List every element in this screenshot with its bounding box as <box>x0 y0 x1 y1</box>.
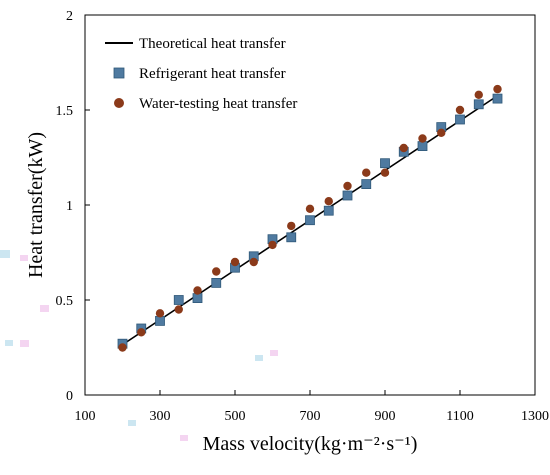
y-tick-label: 0 <box>66 389 73 404</box>
refrigerant-point <box>305 215 315 226</box>
water-testing-point <box>287 221 296 231</box>
water-testing-point <box>155 309 165 318</box>
refrigerant-point <box>286 232 297 243</box>
x-axis: 100 300 500 700 900 1100 1300 <box>75 390 549 424</box>
x-axis-title: Mass velocity(kg·m⁻²·s⁻¹) <box>203 433 418 455</box>
water-testing-point <box>343 181 352 191</box>
artifact-mark <box>270 350 278 356</box>
water-testing-point <box>474 90 483 100</box>
x-tick-label: 500 <box>225 409 246 424</box>
refrigerant-point <box>380 158 390 169</box>
artifact-mark <box>180 435 188 441</box>
water-testing-point <box>399 143 408 153</box>
legend: Theoretical heat transfer Refrigerant he… <box>105 36 297 112</box>
refrigerant-point <box>192 293 203 304</box>
water-testing-point <box>249 257 258 267</box>
water-testing-point <box>437 128 446 137</box>
refrigerant-point <box>155 315 165 326</box>
water-testing-point <box>268 240 277 250</box>
water-testing-point <box>118 343 127 352</box>
x-tick-label: 700 <box>300 409 321 424</box>
legend-label-refrigerant: Refrigerant heat transfer <box>139 66 286 82</box>
refrigerant-point <box>211 277 222 288</box>
series-layer <box>117 84 503 352</box>
y-tick-label: 0.5 <box>56 294 74 309</box>
artifact-mark <box>128 420 136 426</box>
water-testing-point <box>212 267 221 276</box>
water-testing-point <box>362 168 371 177</box>
artifact-mark <box>40 305 49 312</box>
x-tick-label: 1300 <box>521 409 549 424</box>
x-tick-label: 900 <box>375 409 396 424</box>
refrigerant-point <box>173 295 184 305</box>
y-axis: 0 0.5 1 1.5 2 <box>56 9 90 404</box>
water-testing-point <box>174 305 183 314</box>
legend-circle-swatch <box>114 98 124 108</box>
refrigerant-point <box>492 93 503 104</box>
refrigerant-point <box>417 141 428 152</box>
refrigerant-point <box>323 205 334 216</box>
refrigerant-point <box>455 114 465 125</box>
y-tick-label: 2 <box>66 9 73 24</box>
x-tick-label: 300 <box>150 409 171 424</box>
water-testing-point <box>230 257 240 267</box>
artifact-mark <box>0 250 10 258</box>
water-testing-point <box>455 105 465 115</box>
artifact-mark <box>20 340 29 347</box>
water-testing-point <box>493 84 502 94</box>
legend-label-water: Water-testing heat transfer <box>139 96 297 112</box>
background-artifacts <box>0 250 278 441</box>
refrigerant-point <box>473 99 484 110</box>
water-testing-point <box>324 197 333 206</box>
legend-label-theoretical: Theoretical heat transfer <box>139 36 286 52</box>
water-testing-point <box>137 328 146 337</box>
x-tick-label: 100 <box>75 409 96 424</box>
y-tick-label: 1 <box>66 199 73 214</box>
y-tick-label: 1.5 <box>56 104 74 119</box>
x-tick-label: 1100 <box>446 409 473 424</box>
artifact-mark <box>255 355 263 361</box>
water-testing-point <box>418 134 427 143</box>
legend-square-swatch <box>113 67 125 79</box>
refrigerant-point <box>342 190 353 201</box>
artifact-mark <box>5 340 13 346</box>
water-testing-point <box>193 286 202 295</box>
refrigerant-point <box>361 179 372 190</box>
water-testing-point <box>380 168 390 177</box>
water-testing-point <box>305 204 315 213</box>
y-axis-title: Heat transfer(kW) <box>25 132 47 278</box>
artifact-mark <box>20 255 28 261</box>
